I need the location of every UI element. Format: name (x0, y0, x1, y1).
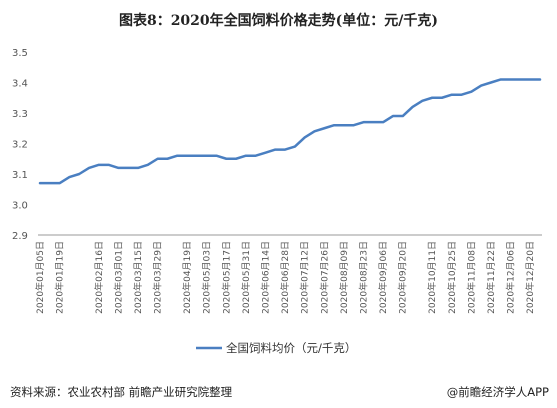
x-tick-label: 2020年05月03日 (201, 241, 213, 314)
x-tick-label: 2020年11月22日 (485, 241, 497, 314)
y-tick-label: 3.5 (12, 48, 28, 59)
x-tick-label: 2020年09月20日 (397, 241, 409, 314)
x-tick-label: 2020年10月11日 (426, 241, 438, 314)
x-axis: 2020年01月05日 2020年01月19日 2020年02月16日 2020年03… (34, 234, 542, 314)
x-tick-label: 2020年03月15日 (132, 241, 144, 314)
x-tick-label: 2020年09月06日 (377, 241, 389, 314)
x-tick-label: 2020年06月14日 (259, 241, 271, 314)
y-axis: 2.9 3.0 3.1 3.2 3.3 3.4 3.5 (12, 48, 28, 242)
x-tick-label: 2020年02月16日 (93, 241, 105, 314)
source-note: 资料来源：农业农村部 前瞻产业研究院整理 (10, 385, 233, 399)
x-tick-label: 2020年07月12日 (299, 241, 311, 314)
x-tick-label: 2020年07月26日 (318, 241, 330, 314)
series-group (38, 78, 542, 185)
x-tick-label: 2020年12月06日 (505, 241, 517, 314)
credit-note: @前瞻经济学人APP (446, 385, 549, 399)
y-tick-label: 2.9 (12, 231, 28, 242)
legend-label: 全国饲料均价（元/千克） (226, 341, 356, 355)
y-tick-label: 3.3 (12, 109, 28, 120)
y-tick-label: 3.2 (12, 140, 28, 151)
x-tick-label: 2020年05月31日 (240, 241, 252, 314)
x-tick-label: 2020年01月19日 (54, 241, 66, 314)
x-tick-label: 2020年08月23日 (358, 241, 370, 314)
x-tick-label: 2020年11月08日 (465, 241, 477, 314)
x-tick-label: 2020年03月29日 (152, 241, 164, 314)
y-tick-label: 3.1 (12, 170, 28, 181)
x-tick-label: 2020年04月19日 (181, 241, 193, 314)
series-line (38, 78, 542, 185)
x-tick-label: 2020年12月20日 (524, 241, 536, 314)
x-tick-label: 2020年05月17日 (220, 241, 232, 314)
x-tick-label: 2020年10月25日 (446, 241, 458, 314)
y-tick-label: 3.4 (12, 79, 28, 90)
x-tick-label: 2020年01月05日 (34, 241, 46, 314)
y-tick-label: 3.0 (12, 201, 28, 212)
chart-title: 图表8：2020年全国饲料价格走势(单位：元/千克) (118, 13, 439, 29)
legend: 全国饲料均价（元/千克） (196, 341, 356, 355)
line-chart: 2.93.03.13.23.33.43.5 2020年01月05日 2020年01… (12, 48, 542, 355)
x-tick-label: 2020年08月09日 (338, 241, 350, 314)
x-tick-label: 2020年06月28日 (279, 241, 291, 314)
x-tick-label: 2020年03月01日 (112, 241, 124, 314)
